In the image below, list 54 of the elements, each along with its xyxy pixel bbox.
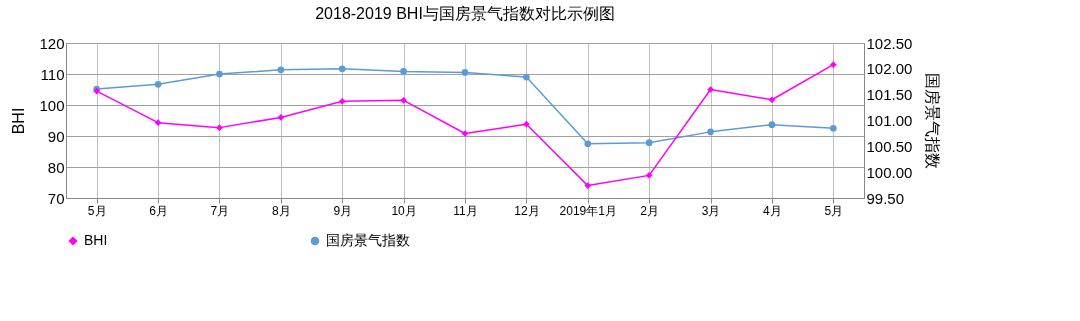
point <box>584 182 592 189</box>
point <box>338 97 346 105</box>
x-tick-label: 10月 <box>391 203 417 218</box>
y-tick-label: 110 <box>40 65 65 83</box>
point <box>154 119 162 127</box>
point <box>338 65 346 73</box>
point <box>768 96 776 104</box>
y2-tick-label: 99.50 <box>866 189 905 207</box>
point <box>216 70 223 78</box>
y-tick-label: 90 <box>47 127 65 145</box>
point <box>707 86 714 93</box>
y-tick-label: 120 <box>39 34 65 52</box>
y-tick-label: 80 <box>47 158 65 176</box>
x-tick-label: 12月 <box>514 203 540 218</box>
point <box>154 80 162 88</box>
y2-tick-label: 101.50 <box>866 86 913 104</box>
point <box>645 139 653 147</box>
point <box>768 121 776 128</box>
x-tick-label: 4月 <box>763 203 782 218</box>
point <box>829 61 837 69</box>
y2-axis-title: 国房景气指数 <box>924 73 942 169</box>
point <box>523 73 530 81</box>
y2-tick-label: 101.00 <box>866 112 913 129</box>
point <box>461 69 469 76</box>
y2-tick-label: 102.00 <box>866 60 913 78</box>
x-tick-label: 11月 <box>453 203 478 218</box>
point <box>400 68 407 75</box>
x-tick-label: 2月 <box>640 203 659 218</box>
x-tick-label: 3月 <box>701 203 721 218</box>
chart-title: 2018-2019 BHI与国房景气指数对比示例图 <box>315 5 615 22</box>
x-tick-label: 5月 <box>824 203 844 218</box>
x-tick-label: 2019年1月 <box>559 203 617 218</box>
point <box>277 114 285 121</box>
point <box>523 120 530 128</box>
y2-tick-label: 102.50 <box>866 34 913 52</box>
point <box>645 172 653 179</box>
point <box>400 97 407 104</box>
y2-tick-label: 100.00 <box>866 163 913 181</box>
legend-label: BHI <box>84 232 108 248</box>
x-tick-label: 9月 <box>333 203 353 218</box>
x-tick-label: 6月 <box>149 203 168 218</box>
y-tick-label: 100 <box>39 96 65 114</box>
point <box>829 124 837 132</box>
point <box>277 66 285 74</box>
legend-label: 国房景气指数 <box>326 232 410 248</box>
y2-tick-label: 100.50 <box>866 137 913 155</box>
y-tick-label: 70 <box>47 189 65 207</box>
x-tick-label: 5月 <box>87 203 107 218</box>
x-tick-label: 8月 <box>272 203 291 218</box>
point <box>216 124 223 131</box>
point <box>707 128 714 136</box>
y-axis-title: BHI <box>10 107 28 135</box>
point <box>584 140 592 148</box>
x-tick-label: 7月 <box>210 203 230 218</box>
